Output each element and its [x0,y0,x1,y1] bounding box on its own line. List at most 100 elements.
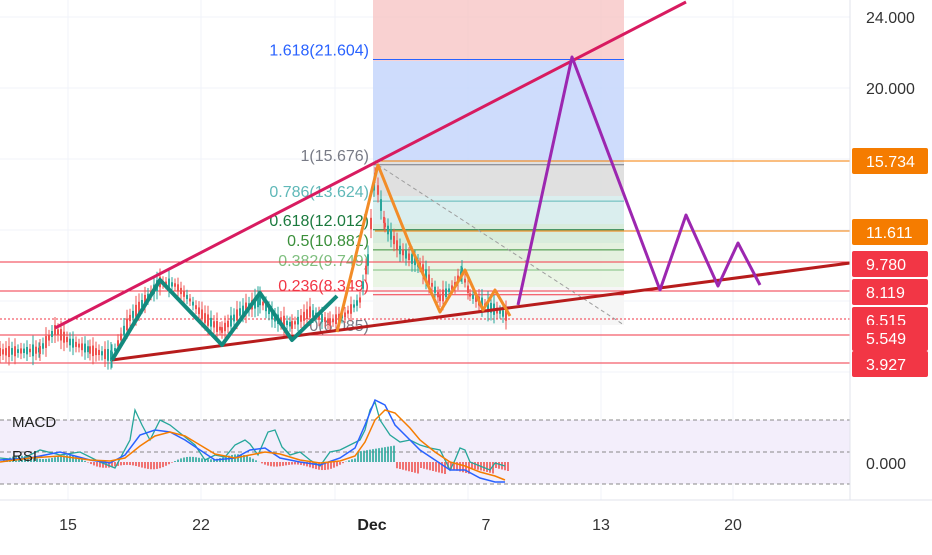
histogram-bar [294,462,296,464]
candle-body [405,250,407,258]
candle-body [236,309,238,320]
histogram-bar [279,462,281,466]
candle-body [502,310,504,316]
candle-body [186,295,188,299]
candle-body [239,308,241,315]
histogram-bar [207,459,209,462]
histogram-bar [150,462,152,469]
candle-body [126,319,128,331]
candle-body [472,295,474,299]
candle-body [207,314,209,325]
histogram-bar [273,462,275,467]
candle-body [380,199,382,211]
candle-body [101,351,103,355]
candle-body [384,223,386,227]
histogram-bar [423,462,425,469]
x-tick-dec: Dec [357,517,386,534]
candle-body [66,337,68,342]
histogram-bar [282,462,284,466]
candle-body [294,321,296,324]
candle-body [356,300,358,306]
histogram-bar [384,447,386,462]
candle-body [192,302,194,306]
candle-body [289,322,291,327]
histogram-bar [132,462,134,465]
candle-body [399,246,401,254]
candle-body [180,288,182,294]
histogram-bar [288,462,290,465]
candle-body [198,307,200,314]
price-badge: 15.734 [852,148,928,174]
candle-body [437,292,439,297]
candle-body [14,346,16,356]
candle-body [57,329,59,335]
histogram-bar [390,446,392,462]
histogram-bar [489,462,491,473]
candle-body [321,314,323,322]
histogram-bar [72,456,74,462]
candle-body [32,344,34,356]
candle-body [448,288,450,291]
histogram-bar [147,462,149,469]
y-tick-0: 0.000 [866,456,906,473]
histogram-bar [201,458,203,462]
candle-body [469,293,471,296]
candle-body [359,297,361,302]
time-axis: 15 22 Dec 7 13 20 [0,500,932,534]
histogram-bar [129,462,131,465]
candle-body [303,312,305,321]
histogram-bar [276,462,278,467]
candle-body [174,283,176,286]
price-axis: 24.000 20.000 0.000 15.73411.6119.7808.1… [850,0,932,500]
candle-body [396,240,398,249]
svg-text:9.780: 9.780 [866,257,906,274]
candle-body [221,327,223,333]
histogram-bar [174,461,176,462]
histogram-bar [432,462,434,471]
candle-body [2,349,4,354]
histogram-bar [246,456,248,462]
histogram-bar [387,447,389,462]
fib-label: 0.618(12.012) [269,213,369,230]
candle-body [300,315,302,322]
histogram-bar [375,449,377,462]
x-tick-7: 7 [482,517,491,534]
candle-body [98,350,100,355]
histogram-bar [45,459,47,462]
candle-body [329,318,331,326]
candle-body [42,343,44,349]
histogram-bar [87,462,89,463]
histogram-bar [210,459,212,462]
histogram-bar [336,462,338,466]
candle-body [286,321,288,325]
candle-body [434,287,436,293]
candle-body [464,279,466,283]
histogram-bar [159,462,161,468]
histogram-bar [153,462,155,469]
indicator-panel: MACD RSI [0,400,850,484]
candle-body [227,321,229,327]
candle-body [75,342,77,347]
histogram-bar [435,462,437,472]
histogram-bar [183,458,185,462]
histogram-bar [48,459,50,462]
candle-body [72,339,74,348]
price-badge: 9.780 [852,251,928,277]
histogram-bar [123,462,125,465]
candle-body [189,298,191,301]
price-badge: 8.119 [852,279,928,305]
histogram-bar [165,462,167,466]
histogram-bar [267,462,269,466]
x-tick-15: 15 [59,517,77,534]
candle-body [107,349,109,361]
candle-body [201,309,203,319]
candle-body [204,313,206,323]
histogram-bar [378,448,380,462]
candle-body [213,321,215,327]
candle-body [171,282,173,286]
candle-body [87,346,89,352]
histogram-bar [261,462,263,463]
candle-body [327,318,329,323]
